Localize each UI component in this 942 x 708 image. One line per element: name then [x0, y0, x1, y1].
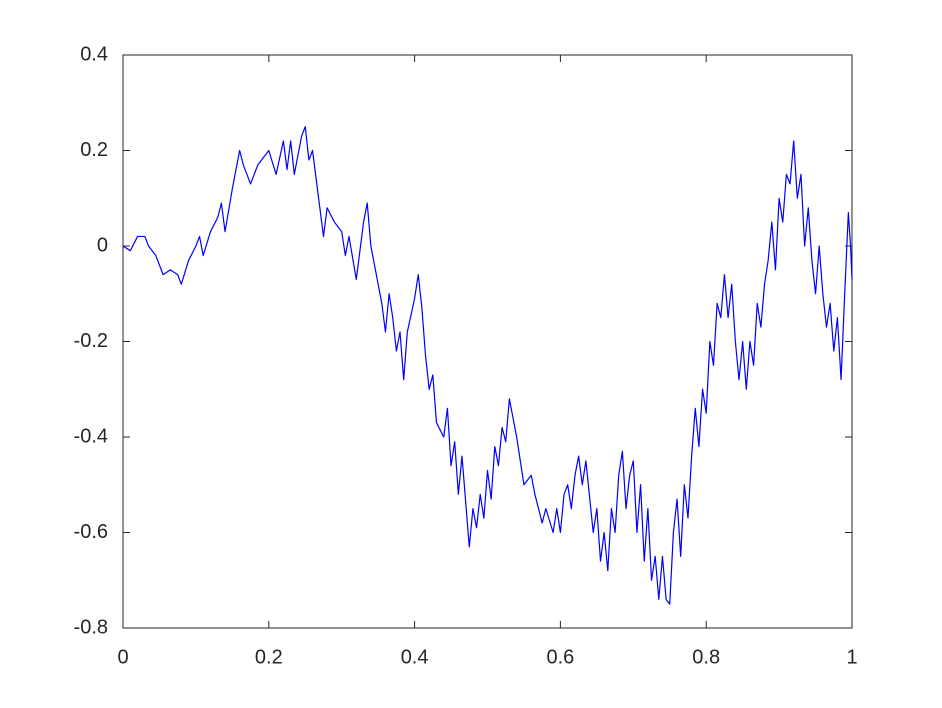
y-tick-label: 0.2 — [80, 139, 108, 161]
x-tick-label: 0.4 — [401, 646, 429, 668]
plot-area — [122, 54, 853, 629]
y-tick-label: -0.6 — [74, 521, 108, 543]
y-tick-label: -0.2 — [74, 330, 108, 352]
x-tick-label: 0.8 — [692, 646, 720, 668]
y-tick-label: -0.8 — [74, 616, 108, 638]
y-tick-label: -0.4 — [74, 425, 108, 447]
data-line — [122, 126, 853, 605]
y-tick-label: 0.4 — [80, 43, 108, 65]
y-tick-label: 0 — [97, 234, 108, 256]
x-tick-label: 1 — [846, 646, 857, 668]
x-tick-label: 0 — [117, 646, 128, 668]
x-tick-label: 0.6 — [546, 646, 574, 668]
x-tick-label: 0.2 — [255, 646, 283, 668]
